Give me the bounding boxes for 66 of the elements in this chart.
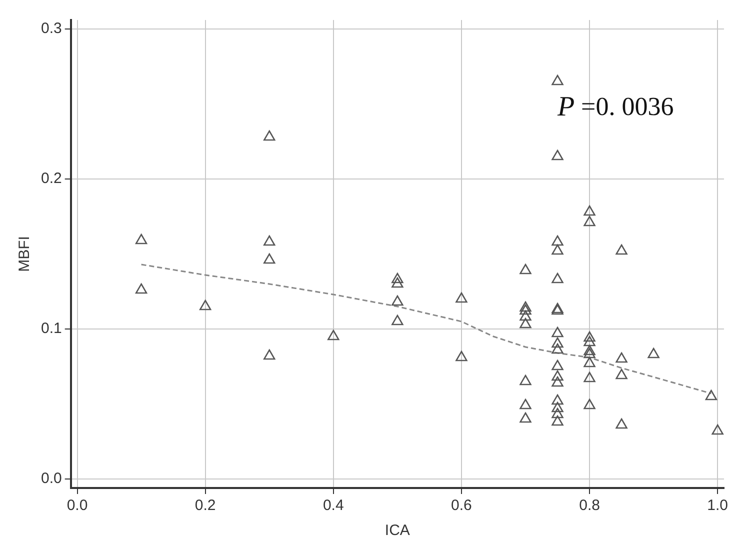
- point: [456, 350, 468, 362]
- point: [552, 74, 564, 86]
- point: [552, 235, 564, 246]
- point: [392, 295, 404, 306]
- point: [392, 272, 404, 284]
- point: [552, 360, 564, 370]
- point: [520, 412, 532, 423]
- point: [552, 272, 564, 284]
- point: [520, 304, 532, 315]
- point: [552, 244, 564, 255]
- x-tick-label: 0.0: [66, 497, 88, 514]
- y-tick-label: 0.2: [40, 170, 62, 188]
- point: [199, 300, 212, 310]
- point: [552, 337, 564, 348]
- point: [552, 394, 564, 405]
- point: [552, 326, 564, 338]
- point: [552, 415, 564, 426]
- point: [584, 216, 596, 226]
- point: [616, 352, 628, 363]
- point: [520, 318, 532, 328]
- point: [584, 356, 596, 368]
- point: [135, 283, 148, 294]
- point: [520, 310, 532, 321]
- annotation: P =0. 0036: [556, 91, 674, 122]
- point: [520, 264, 532, 274]
- point: [264, 130, 276, 141]
- point: [584, 344, 596, 356]
- point: [520, 301, 532, 312]
- point: [616, 244, 628, 255]
- point: [584, 336, 596, 346]
- x-tick-label: 0.4: [322, 497, 344, 514]
- x-tick-label: 0.2: [194, 497, 216, 514]
- point: [552, 408, 564, 418]
- point: [552, 343, 564, 354]
- point: [520, 374, 532, 386]
- x-tick-label: 1.0: [707, 497, 728, 514]
- point: [584, 398, 596, 410]
- x-axis-title: ICA: [384, 522, 410, 540]
- point: [552, 370, 564, 381]
- x-tick-label: 0.6: [451, 497, 472, 514]
- point: [552, 150, 564, 160]
- point: [552, 402, 564, 412]
- point: [264, 253, 276, 264]
- point: [712, 424, 724, 435]
- point: [584, 348, 596, 358]
- point: [392, 277, 404, 288]
- point: [264, 235, 276, 246]
- y-tick-label: 0.1: [40, 320, 62, 338]
- y-tick-label: 0.0: [40, 470, 62, 488]
- point: [616, 368, 628, 380]
- x-tick-label: 0.8: [579, 497, 600, 514]
- point: [584, 331, 596, 342]
- y-tick-label: 0.3: [40, 20, 62, 38]
- point: [328, 330, 340, 340]
- y-axis-title: MBFI: [16, 236, 34, 272]
- point: [456, 292, 468, 303]
- point: [552, 376, 564, 387]
- point: [392, 314, 404, 326]
- point: [135, 234, 148, 244]
- point: [520, 398, 532, 410]
- point: [584, 205, 596, 216]
- point: [705, 390, 718, 400]
- point: [264, 349, 276, 360]
- point: [584, 372, 596, 382]
- point: [648, 348, 660, 358]
- point: [616, 418, 628, 429]
